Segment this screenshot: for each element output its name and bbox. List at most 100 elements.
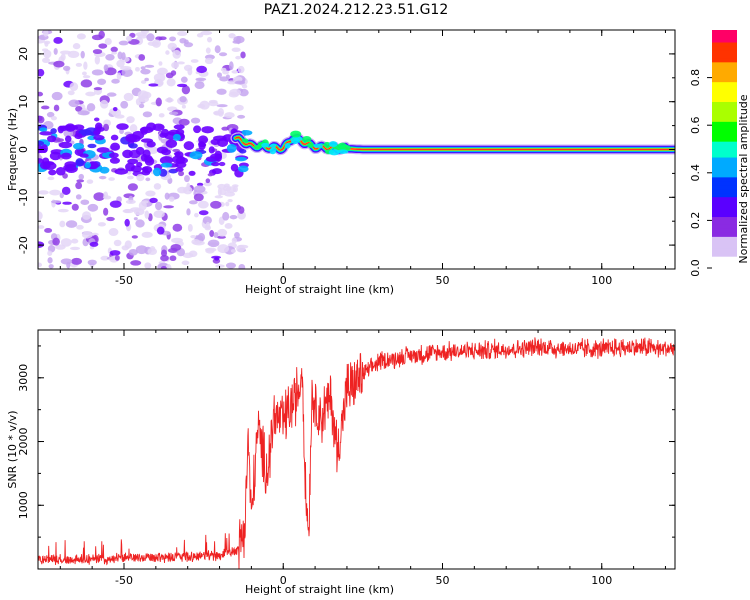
colorbar-cell [712, 176, 737, 182]
y-tick-label: -10 [17, 188, 30, 206]
noise-cell [168, 111, 179, 116]
noise-cell [116, 59, 125, 68]
noise-cell [218, 52, 228, 57]
noise-cell [177, 61, 185, 65]
noise-cell [189, 151, 203, 160]
noise-cell [165, 72, 174, 79]
y-tick-label: 10 [17, 95, 30, 109]
noise-cell [78, 173, 85, 180]
noise-cell [217, 228, 228, 237]
noise-cell [176, 83, 188, 88]
noise-cell [122, 149, 133, 159]
colorbar-tick-label: 0.4 [689, 164, 702, 182]
noise-cell [188, 200, 198, 205]
signal-cell [284, 143, 291, 149]
noise-cell [73, 124, 85, 131]
noise-cell [214, 45, 221, 54]
noise-cell [74, 133, 83, 140]
noise-cell [222, 211, 230, 221]
noise-cell [94, 117, 100, 122]
noise-cell [135, 219, 145, 228]
colorbar-cell [712, 41, 737, 47]
x-tick-label: 0 [280, 274, 287, 287]
y-axis-label: Frequency (Hz) [6, 108, 19, 191]
noise-cell [163, 205, 175, 209]
noise-cell [127, 183, 139, 191]
colorbar-cell [712, 168, 737, 174]
noise-cell [128, 143, 138, 149]
noise-cell [181, 85, 191, 95]
noise-cell [140, 126, 149, 135]
noise-cell [81, 231, 93, 239]
noise-cell [165, 50, 170, 55]
signal-cell [328, 149, 340, 156]
noise-cell [114, 255, 120, 261]
colorbar-cell [712, 236, 737, 241]
noise-cell [63, 65, 71, 71]
noise-cell [93, 87, 103, 91]
noise-cell [194, 81, 205, 90]
noise-cell [100, 255, 110, 261]
noise-cell [38, 225, 45, 229]
noise-cell [140, 80, 147, 84]
noise-cell [153, 183, 162, 190]
x-tick-label: 50 [435, 574, 449, 587]
noise-cell [144, 210, 150, 219]
noise-cell [135, 146, 145, 156]
noise-cell [109, 200, 122, 208]
noise-cell [59, 125, 68, 132]
noise-cell [75, 105, 83, 112]
noise-cell [98, 30, 105, 39]
colorbar-cell [712, 228, 737, 233]
noise-cell [111, 51, 118, 55]
snr-frame [37, 329, 676, 570]
noise-cell [85, 91, 96, 97]
colorbar-cell [712, 30, 737, 35]
noise-cell [235, 55, 242, 60]
noise-cell [119, 128, 124, 135]
y-axis-label: SNR (10 * v/v) [6, 410, 19, 488]
noise-cell [184, 175, 190, 183]
colorbar-label: Normalized spectral amplitude [737, 94, 750, 263]
noise-cell [76, 179, 85, 183]
noise-cell [205, 248, 215, 254]
noise-cell [38, 211, 43, 221]
colorbar-cell [712, 121, 737, 126]
noise-cell [96, 147, 110, 153]
colorbar-cell [712, 81, 737, 87]
noise-cell [82, 71, 87, 76]
noise-cell [67, 90, 75, 96]
noise-cell [55, 166, 66, 176]
noise-cell [46, 111, 55, 118]
colorbar-cell [712, 129, 737, 134]
noise-cell [205, 47, 211, 54]
colorbar-cell [712, 164, 737, 170]
colorbar-cell [712, 244, 737, 249]
noise-cell [39, 131, 53, 136]
x-tick-label: 50 [435, 274, 449, 287]
noise-cell [43, 30, 49, 37]
noise-cell [86, 103, 96, 112]
colorbar-cell [712, 117, 737, 122]
noise-cell [172, 133, 181, 141]
noise-cell [144, 77, 149, 82]
colorbar-tick-label: 0.0 [689, 259, 702, 277]
noise-cell [38, 115, 45, 124]
noise-cell [87, 203, 99, 212]
noise-cell [109, 152, 119, 158]
noise-cell [190, 234, 197, 239]
noise-cell [53, 37, 63, 44]
noise-cell [109, 157, 120, 164]
noise-cell [97, 78, 107, 85]
noise-cell [93, 192, 105, 201]
noise-cell [145, 177, 151, 182]
noise-cell [41, 48, 49, 52]
noise-cell [160, 162, 173, 168]
noise-cell [140, 66, 146, 70]
noise-cell [170, 243, 182, 251]
colorbar-cell [712, 200, 737, 206]
noise-cell [177, 186, 188, 194]
noise-cell [142, 111, 153, 118]
noise-cell [103, 207, 109, 216]
noise-cell [157, 81, 164, 86]
